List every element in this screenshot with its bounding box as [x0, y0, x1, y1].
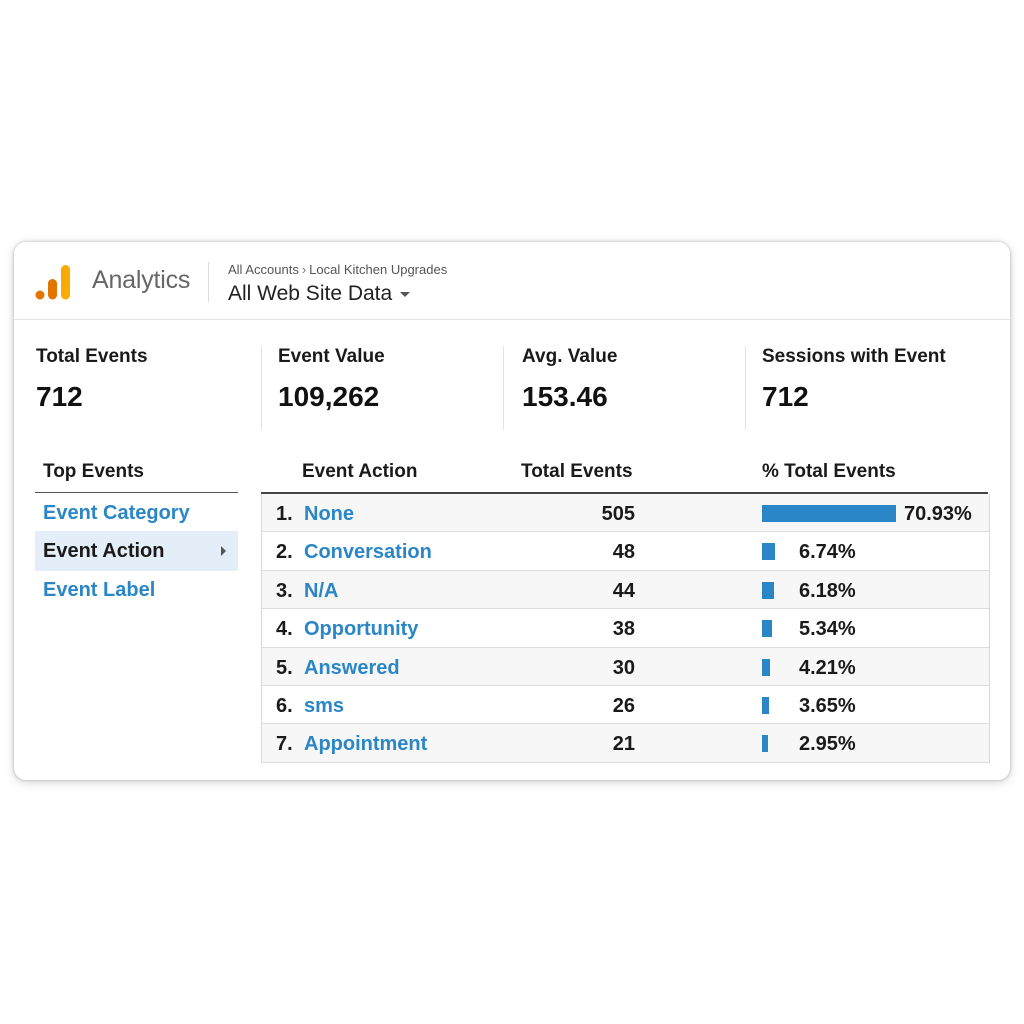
- percent-bar: [762, 735, 768, 753]
- table-row: 2. Conversation 48 6.74%: [262, 532, 989, 571]
- row-percent: 6.74%: [799, 541, 856, 564]
- percent-bar: [762, 581, 774, 599]
- header-divider: [208, 262, 209, 302]
- metric-total-events: Total Events 712: [36, 346, 256, 413]
- chevron-right-icon: ›: [301, 262, 307, 277]
- row-percent: 6.18%: [799, 579, 856, 602]
- row-rank: 2.: [276, 541, 293, 564]
- row-total-events: 21: [612, 733, 635, 756]
- percent-bar: [762, 505, 896, 522]
- metric-divider: [503, 346, 504, 430]
- percent-bar: [762, 543, 775, 561]
- sidebar-item-event-category[interactable]: Event Category: [35, 493, 238, 533]
- row-rank: 7.: [276, 733, 293, 756]
- percent-bar: [762, 620, 772, 638]
- event-action-link[interactable]: Answered: [304, 656, 400, 679]
- metric-label: Event Value: [278, 346, 385, 367]
- caret-right-icon: [221, 546, 226, 556]
- row-total-events: 26: [612, 694, 635, 717]
- row-total-events: 505: [601, 503, 635, 525]
- brand-name: Analytics: [92, 266, 191, 294]
- percent-bar: [762, 696, 769, 714]
- percent-bar: [762, 658, 770, 676]
- event-action-link[interactable]: N/A: [304, 579, 339, 602]
- sidebar-rule: [35, 492, 238, 493]
- column-header-total-events[interactable]: Total Events: [521, 461, 633, 482]
- metric-value: 712: [36, 381, 83, 412]
- metric-divider: [261, 346, 262, 430]
- row-total-events: 38: [612, 618, 635, 641]
- breadcrumb-account[interactable]: All Accounts: [228, 262, 299, 277]
- header: Analytics All Accounts › Local Kitchen Upg…: [14, 242, 1010, 320]
- table-row: 6. sms 26 3.65%: [262, 686, 989, 725]
- metric-label: Total Events: [36, 346, 148, 367]
- table-row: 7. Appointment 21 2.95%: [262, 724, 989, 763]
- view-name: All Web Site Data: [228, 282, 393, 305]
- metric-label: Avg. Value: [522, 346, 618, 367]
- event-action-link[interactable]: sms: [304, 694, 345, 717]
- event-action-link[interactable]: Conversation: [304, 541, 432, 564]
- breadcrumb-property[interactable]: Local Kitchen Upgrades: [309, 262, 448, 277]
- metric-value: 109,262: [278, 381, 380, 412]
- row-percent: 3.65%: [799, 694, 856, 717]
- row-rank: 3.: [276, 579, 293, 602]
- table-header-rule: [261, 492, 988, 494]
- metric-avg-value: Avg. Value 153.46: [522, 346, 742, 413]
- row-percent: 5.34%: [799, 618, 856, 641]
- column-header-event-action[interactable]: Event Action: [302, 461, 418, 482]
- row-rank: 4.: [276, 618, 293, 641]
- row-total-events: 48: [612, 541, 635, 564]
- breadcrumb: All Accounts › Local Kitchen Upgrades: [228, 262, 447, 277]
- sidebar-item-event-label[interactable]: Event Label: [35, 570, 238, 610]
- row-percent: 4.21%: [799, 656, 856, 679]
- metric-value: 712: [762, 381, 809, 412]
- sidebar-item-label: Event Label: [43, 579, 156, 601]
- row-rank: 5.: [276, 656, 293, 679]
- row-percent: 70.93%: [904, 503, 972, 525]
- analytics-bars-logo[interactable]: [35, 262, 75, 302]
- sidebar-item-label: Event Action: [43, 540, 165, 562]
- metric-sessions-with-event: Sessions with Event 712: [762, 346, 1002, 413]
- table-row: 3. N/A 44 6.18%: [262, 570, 989, 610]
- table-row: 1. None 505 70.93%: [262, 494, 989, 533]
- table-row: 4. Opportunity 38 5.34%: [262, 609, 989, 648]
- table-row: 5. Answered 30 4.21%: [262, 647, 989, 686]
- row-rank: 1.: [276, 503, 293, 525]
- event-action-link[interactable]: Opportunity: [304, 618, 419, 641]
- row-rank: 6.: [276, 694, 293, 717]
- sidebar-item-event-action[interactable]: Event Action: [35, 531, 238, 571]
- metric-value: 153.46: [522, 381, 608, 412]
- metric-event-value: Event Value 109,262: [278, 346, 498, 413]
- metric-divider: [745, 346, 746, 430]
- event-action-link[interactable]: None: [304, 503, 354, 525]
- event-action-link[interactable]: Appointment: [304, 733, 428, 756]
- top-events-title: Top Events: [43, 461, 144, 482]
- analytics-card: Analytics All Accounts › Local Kitchen Upg…: [14, 242, 1010, 780]
- sidebar-item-label: Event Category: [43, 502, 190, 524]
- caret-down-icon: [400, 291, 411, 297]
- metric-label: Sessions with Event: [762, 346, 946, 367]
- view-selector[interactable]: All Web Site Data: [228, 282, 411, 306]
- events-table: 1. None 505 70.93% 2. Conversation 48 6.74% 3. N/…: [261, 494, 990, 763]
- row-total-events: 44: [612, 579, 635, 602]
- row-percent: 2.95%: [799, 733, 856, 756]
- column-header-percent-total-events[interactable]: % Total Events: [762, 461, 896, 482]
- row-total-events: 30: [612, 656, 635, 679]
